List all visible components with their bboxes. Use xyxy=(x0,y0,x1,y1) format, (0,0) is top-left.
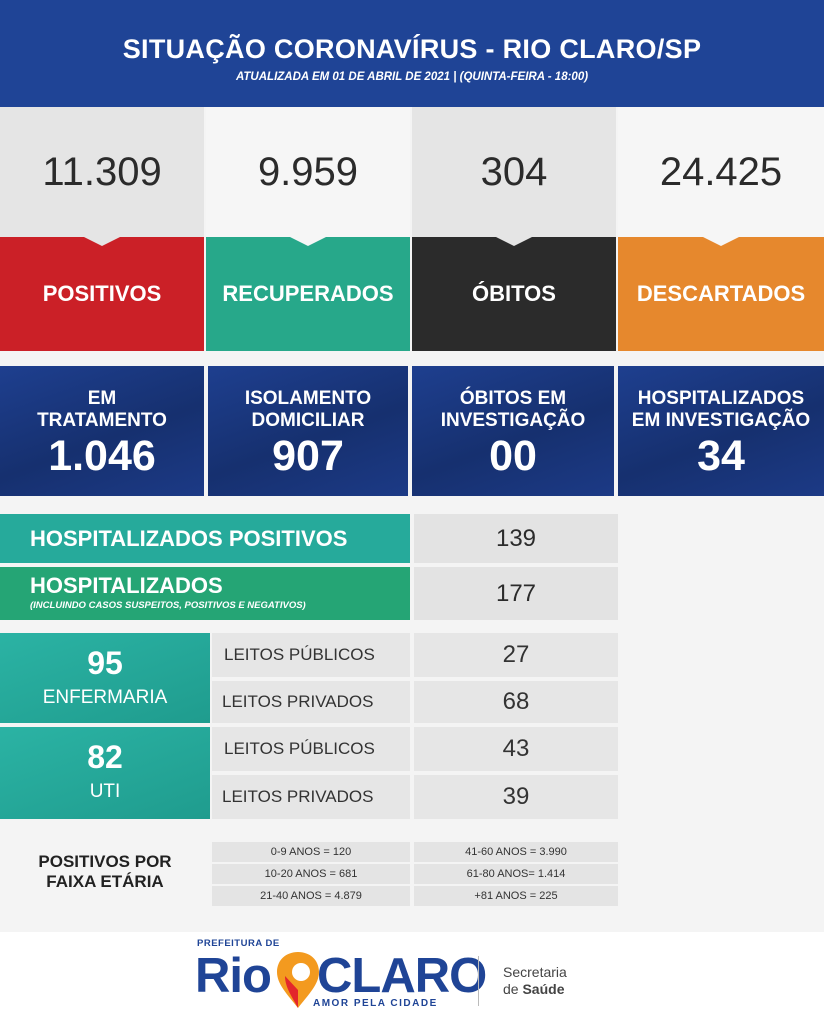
uti-publicos-value: 43 xyxy=(414,727,618,771)
enfermaria-total: 95 xyxy=(87,645,123,681)
uti-privados-value: 39 xyxy=(414,775,618,819)
hospitalizados-note: (INCLUINDO CASOS SUSPEITOS, POSITIVOS E … xyxy=(30,600,306,611)
uti-total: 82 xyxy=(87,739,123,775)
stat-value: 304 xyxy=(412,107,616,237)
enfermaria-privados-value: 68 xyxy=(414,681,618,723)
secretaria-text: Secretaria xyxy=(503,964,567,980)
box-em-tratamento: EM TRATAMENTO 1.046 xyxy=(0,366,204,496)
age-cell: 0-9 ANOS = 120 xyxy=(212,842,410,862)
heart-pin-icon xyxy=(277,952,319,1008)
logo-rio: Rio xyxy=(195,949,272,1003)
enfermaria-block: 95 ENFERMARIA xyxy=(0,633,210,723)
box-value: 1.046 xyxy=(48,432,156,480)
uti-block: 82 UTI xyxy=(0,727,210,819)
pointer-notch xyxy=(82,236,122,246)
enfermaria-label: ENFERMARIA xyxy=(42,687,168,708)
stat-label-text: RECUPERADOS xyxy=(222,281,394,306)
pointer-notch xyxy=(701,236,741,246)
age-title: POSITIVOS POR FAIXA ETÁRIA xyxy=(38,852,172,891)
uti-privados-label: LEITOS PRIVADOS xyxy=(212,775,410,819)
box-label: ÓBITOS EM INVESTIGAÇÃO xyxy=(440,388,586,431)
box-obitos-investigacao: ÓBITOS EM INVESTIGAÇÃO 00 xyxy=(412,366,614,496)
stat-label: ÓBITOS xyxy=(412,236,616,351)
footer-divider xyxy=(478,956,479,1006)
hospitalizados-title: HOSPITALIZADOS xyxy=(30,573,223,598)
logo-claro: CLARO xyxy=(317,949,487,1003)
header-banner: SITUAÇÃO CORONAVÍRUS - RIO CLARO/SP ATUA… xyxy=(0,0,824,107)
pointer-notch xyxy=(494,236,534,246)
stat-value: 9.959 xyxy=(206,107,410,237)
age-cell: +81 ANOS = 225 xyxy=(414,886,618,906)
page-title: SITUAÇÃO CORONAVÍRUS - RIO CLARO/SP xyxy=(122,34,702,64)
stat-descartados: 24.425 DESCARTADOS xyxy=(618,107,824,351)
box-label: EM TRATAMENTO xyxy=(37,388,167,431)
hospitalizados-label: HOSPITALIZADOS (INCLUINDO CASOS SUSPEITO… xyxy=(0,567,410,620)
box-value: 00 xyxy=(489,432,537,480)
hospitalizados-positivos-value: 139 xyxy=(414,514,618,563)
box-value: 907 xyxy=(272,432,344,480)
stat-positivos: 11.309 POSITIVOS xyxy=(0,107,204,351)
logo-prefeitura: PREFEITURA DE xyxy=(197,938,280,949)
uti-publicos-label: LEITOS PÚBLICOS xyxy=(212,727,410,771)
secretaria-line2: de Saúde xyxy=(503,981,565,997)
box-label: HOSPITALIZADOS EM INVESTIGAÇÃO xyxy=(631,388,811,431)
enfermaria-privados-label: LEITOS PRIVADOS xyxy=(212,681,410,723)
enfermaria-publicos-label: LEITOS PÚBLICOS xyxy=(212,633,410,677)
hospitalizados-positivos-label: HOSPITALIZADOS POSITIVOS xyxy=(0,514,410,563)
stat-label-text: ÓBITOS xyxy=(472,281,556,306)
enfermaria-publicos-value: 27 xyxy=(414,633,618,677)
box-hospitalizados-investigacao: HOSPITALIZADOS EM INVESTIGAÇÃO 34 xyxy=(618,366,824,496)
pointer-notch xyxy=(288,236,328,246)
stat-label: RECUPERADOS xyxy=(206,236,410,351)
stat-value: 11.309 xyxy=(0,107,204,237)
hospitalizados-value: 177 xyxy=(414,567,618,620)
logo-slogan: AMOR PELA CIDADE xyxy=(313,998,438,1009)
stat-obitos: 304 ÓBITOS xyxy=(412,107,616,351)
stat-recuperados: 9.959 RECUPERADOS xyxy=(206,107,410,351)
box-isolamento-domiciliar: ISOLAMENTO DOMICILIAR 907 xyxy=(208,366,408,496)
box-value: 34 xyxy=(697,432,745,480)
stat-label-text: POSITIVOS xyxy=(42,281,162,306)
age-cell: 61-80 ANOS= 1.414 xyxy=(414,864,618,884)
age-cell: 10-20 ANOS = 681 xyxy=(212,864,410,884)
stat-value: 24.425 xyxy=(618,107,824,237)
age-cell: 41-60 ANOS = 3.990 xyxy=(414,842,618,862)
box-label: ISOLAMENTO DOMICILIAR xyxy=(244,388,372,431)
stat-label: DESCARTADOS xyxy=(618,236,824,351)
update-date: ATUALIZADA EM 01 DE ABRIL DE 2021 | (QUI… xyxy=(235,71,589,83)
stat-label: POSITIVOS xyxy=(0,236,204,351)
stat-label-text: DESCARTADOS xyxy=(636,281,806,306)
secretaria-saude: Secretaria de Saúde xyxy=(503,964,567,998)
uti-label: UTI xyxy=(89,781,121,802)
age-cell: 21-40 ANOS = 4.879 xyxy=(212,886,410,906)
rio-claro-logo: PREFEITURA DE Rio CLARO AMOR PELA CIDADE xyxy=(195,938,487,1018)
